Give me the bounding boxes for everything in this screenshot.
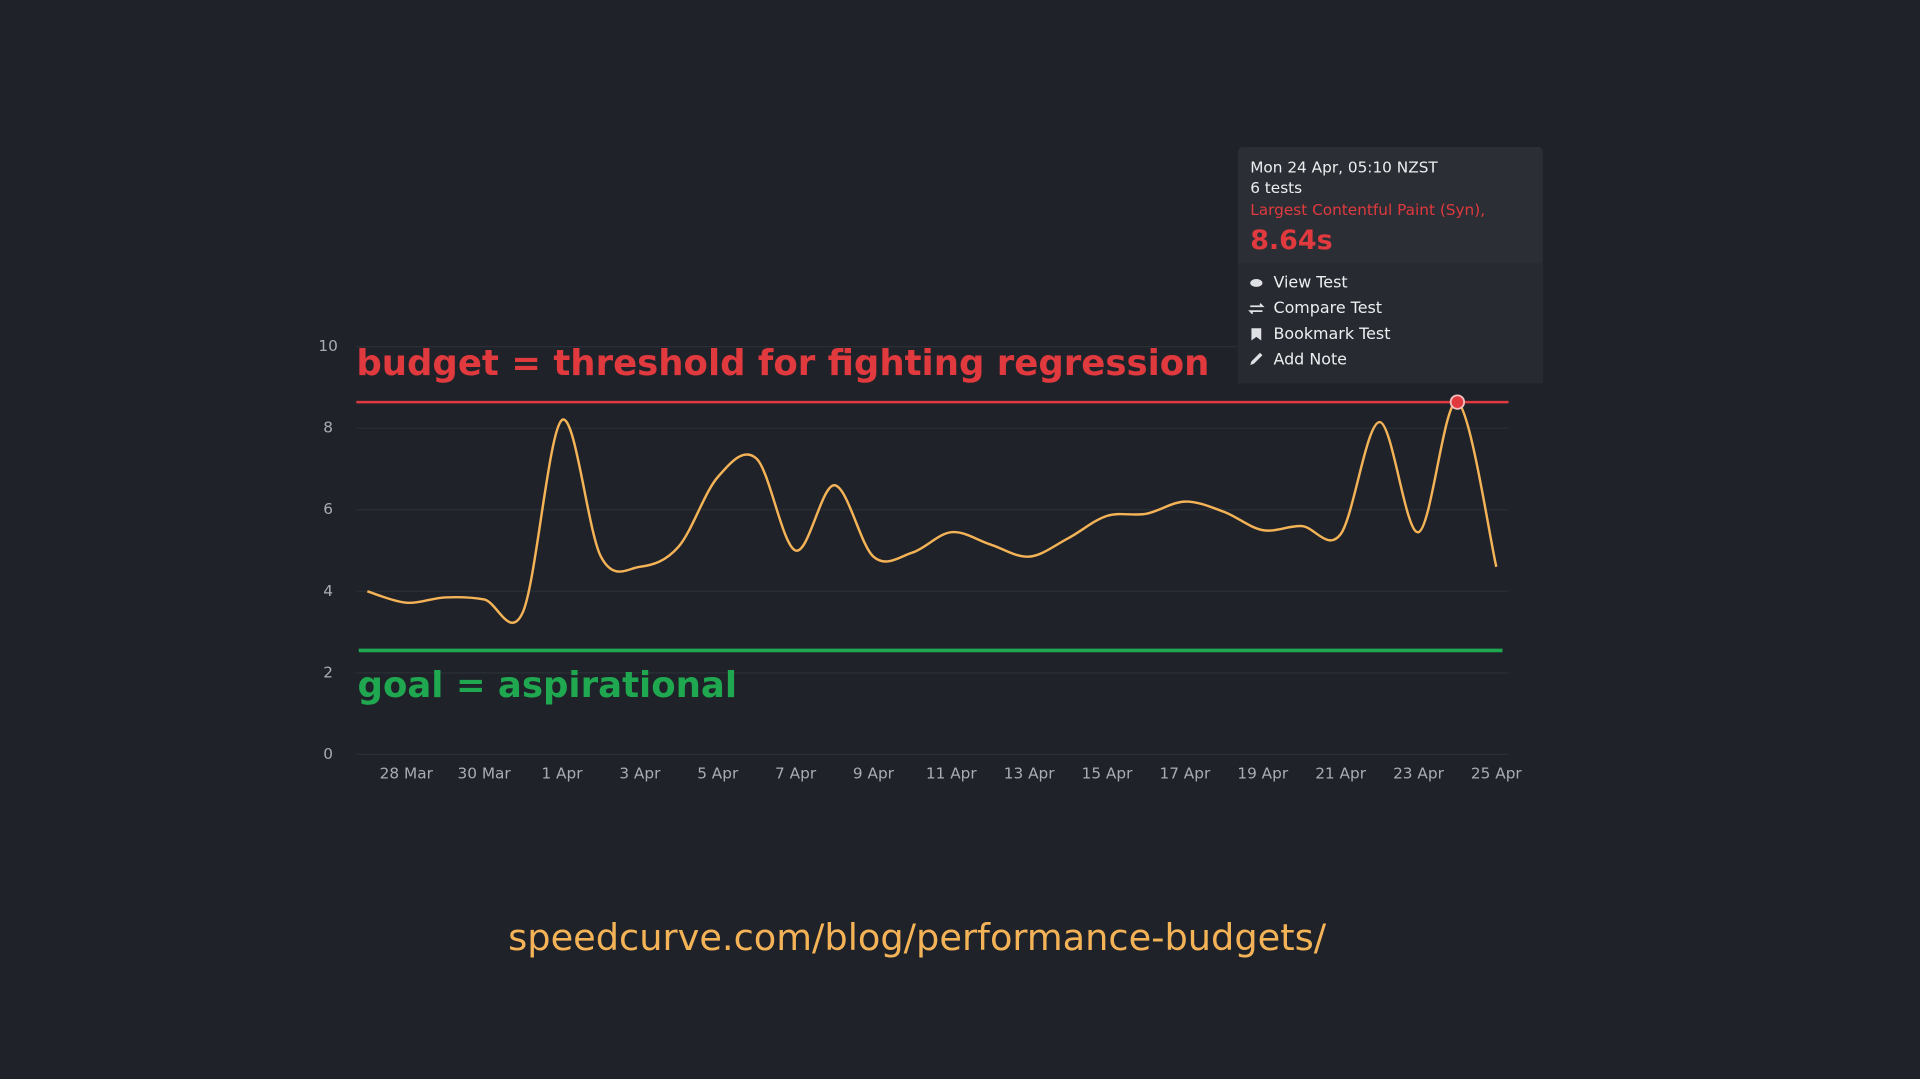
x-tick-label: 30 Mar: [458, 764, 512, 782]
tooltip-date: Mon 24 Apr, 05:10 NZST: [1250, 158, 1438, 176]
x-tick-label: 5 Apr: [697, 764, 739, 782]
y-tick-label: 2: [323, 663, 333, 681]
eye-icon: [1250, 279, 1263, 287]
goal-label: goal = aspirational: [358, 665, 737, 706]
budget-label: budget = threshold for fighting regressi…: [356, 343, 1209, 384]
x-tick-label: 17 Apr: [1159, 764, 1211, 782]
x-tick-label: 21 Apr: [1315, 764, 1367, 782]
x-tick-label: 13 Apr: [1004, 764, 1056, 782]
x-tick-label: 25 Apr: [1471, 764, 1523, 782]
y-tick-label: 4: [323, 582, 333, 600]
tooltip-tests: 6 tests: [1250, 179, 1302, 197]
y-tick-label: 6: [323, 500, 333, 518]
plot: 0 2 4 6 8 10 28 Mar 30 Mar 1 Apr 3 Apr 5 Apr 7 Apr 9…: [318, 337, 1522, 782]
x-tick-label: 23 Apr: [1393, 764, 1445, 782]
tooltip-action[interactable]: Bookmark Test: [1273, 324, 1390, 343]
x-tick-label: 28 Mar: [380, 764, 434, 782]
tooltip-menu: [1237, 263, 1543, 384]
x-tick-label: 3 Apr: [619, 764, 661, 782]
x-tick-label: 7 Apr: [775, 764, 817, 782]
footer-url: speedcurve.com/blog/performance-budgets/: [508, 916, 1327, 959]
tooltip-value: 8.64s: [1250, 225, 1332, 256]
y-tick-label: 10: [318, 337, 337, 355]
x-tick-label: 15 Apr: [1082, 764, 1134, 782]
pencil-icon: [1250, 352, 1263, 366]
x-tick-label: 19 Apr: [1237, 764, 1289, 782]
tooltip: Mon 24 Apr, 05:10 NZST 6 tests Largest C…: [1237, 147, 1543, 384]
tooltip-metric: Largest Contentful Paint (Syn),: [1250, 201, 1485, 219]
x-tick-label: 9 Apr: [853, 764, 895, 782]
compare-icon: [1248, 303, 1265, 315]
x-tick-label: 11 Apr: [926, 764, 978, 782]
bookmark-icon: [1251, 328, 1262, 341]
x-tick-label: 1 Apr: [541, 764, 583, 782]
data-line: [366, 400, 1498, 624]
tooltip-action[interactable]: Compare Test: [1273, 298, 1382, 317]
tooltip-action[interactable]: Add Note: [1273, 350, 1347, 369]
y-tick-label: 8: [323, 419, 333, 437]
y-tick-label: 0: [323, 745, 333, 763]
tooltip-action[interactable]: View Test: [1273, 272, 1347, 291]
highlight-point: [1449, 394, 1466, 410]
